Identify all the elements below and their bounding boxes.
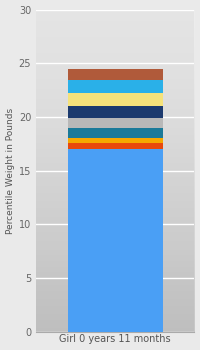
Bar	[68, 93, 163, 106]
Bar	[68, 128, 163, 138]
Bar	[68, 149, 163, 332]
Y-axis label: Percentile Weight in Pounds: Percentile Weight in Pounds	[6, 107, 15, 234]
Bar	[68, 118, 163, 128]
Bar	[68, 138, 163, 143]
Bar	[68, 80, 163, 93]
Bar	[68, 106, 163, 118]
Bar	[68, 143, 163, 149]
Bar	[68, 69, 163, 81]
